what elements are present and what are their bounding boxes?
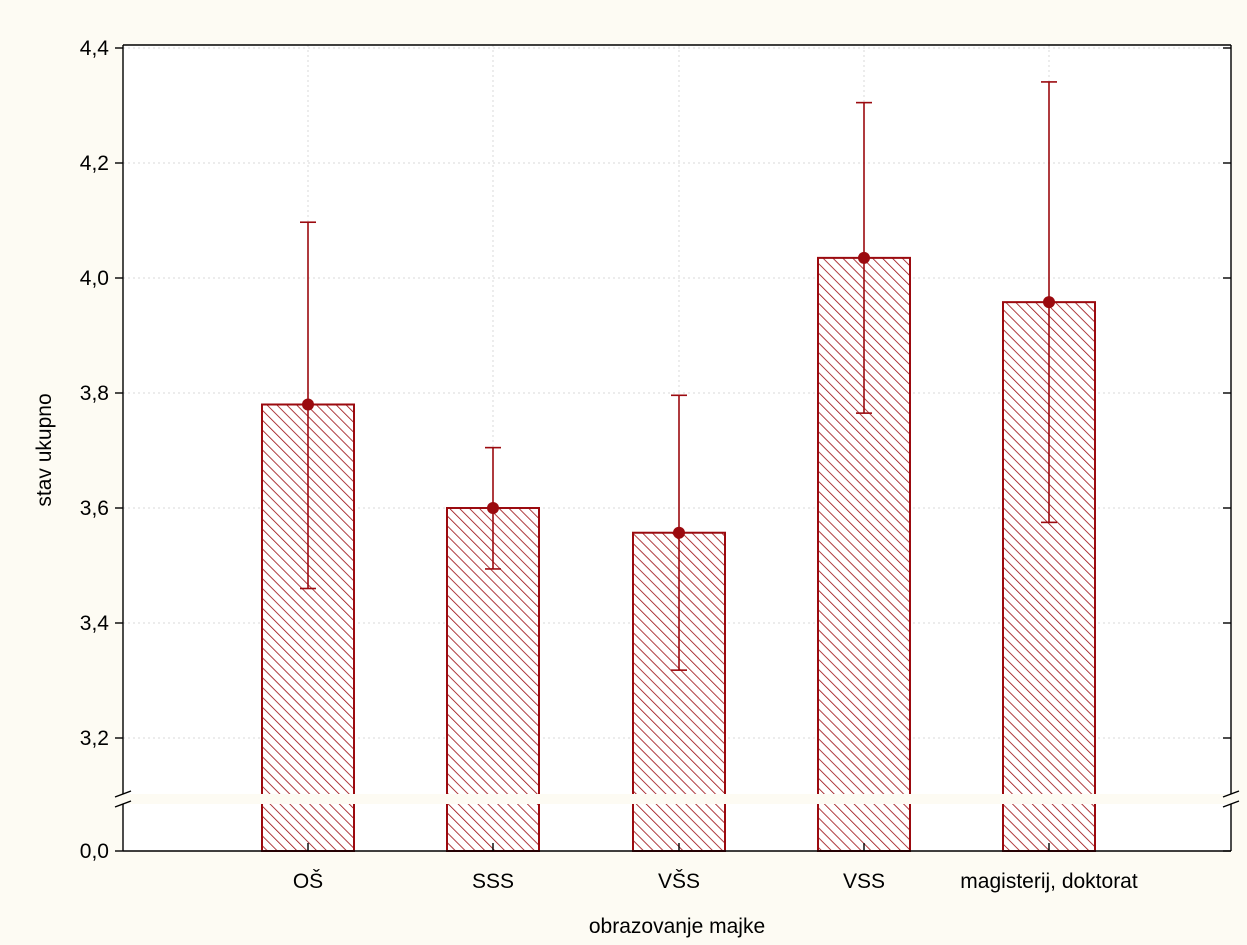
mean-point-3 <box>858 251 870 264</box>
y-tick-label-3: 3,8 <box>80 382 109 405</box>
x-tick-label-3: VSS <box>843 870 885 893</box>
x-tick-label-1: SSS <box>472 870 514 893</box>
axis-break-mark-0 <box>114 790 132 798</box>
x-axis-title: obrazovanje majke <box>589 915 765 938</box>
x-tick-label-4: magisterij, doktorat <box>960 870 1138 893</box>
y-tick-label-5: 3,4 <box>80 612 110 635</box>
y-tick-label-0: 4,4 <box>80 37 110 60</box>
y-tick-label-7: 0,0 <box>80 840 109 863</box>
y-tick-label-2: 4,0 <box>80 267 109 290</box>
y-tick-label-4: 3,6 <box>80 497 109 520</box>
y-axis-title: stav ukupno <box>33 393 56 506</box>
mean-point-0 <box>302 398 314 411</box>
axis-break-mark-3 <box>1222 800 1240 808</box>
axis-break-mark-2 <box>1222 790 1240 798</box>
x-tick-label-2: VŠS <box>658 870 700 893</box>
y-tick-label-6: 3,2 <box>80 727 109 750</box>
x-tick-label-0: OŠ <box>293 870 323 893</box>
axis-break-mark-1 <box>114 800 132 808</box>
mean-point-1 <box>487 502 499 514</box>
mean-point-2 <box>673 526 685 539</box>
axis-break-band <box>0 794 1247 804</box>
y-tick-label-1: 4,2 <box>80 152 109 175</box>
mean-point-4 <box>1043 296 1055 309</box>
